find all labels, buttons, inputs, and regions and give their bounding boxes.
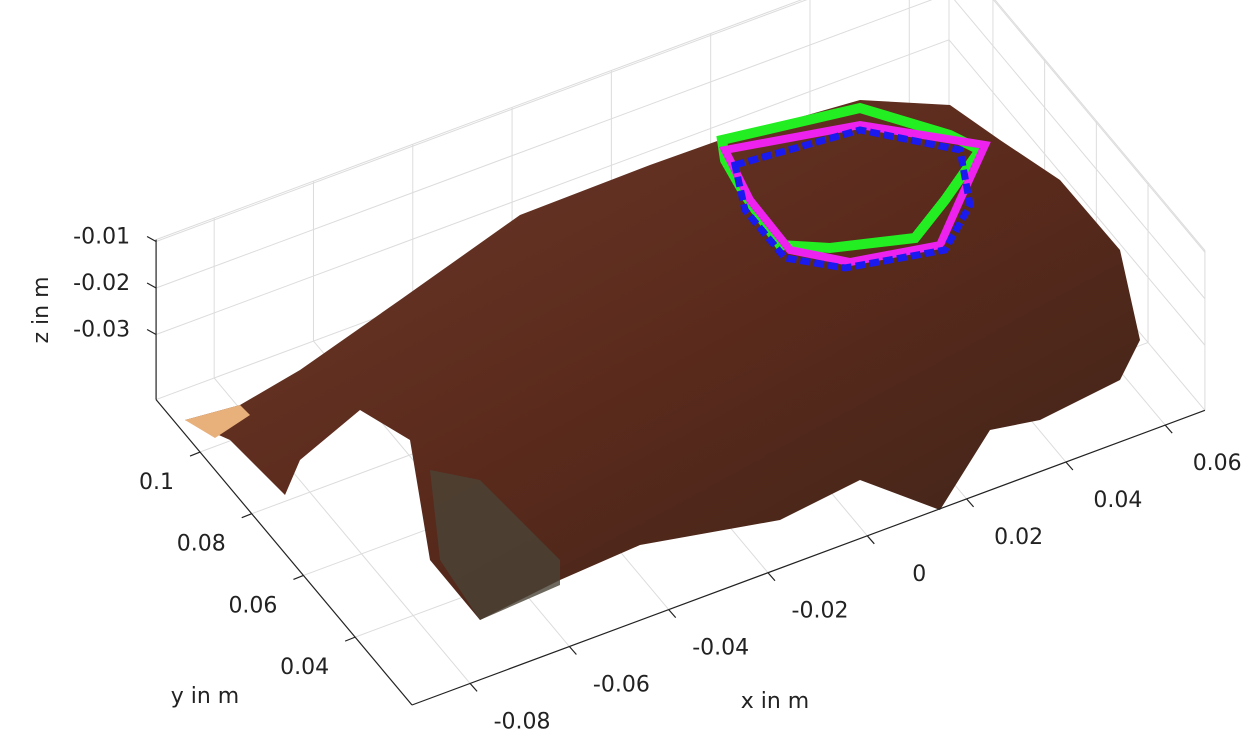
y-tick — [293, 575, 303, 579]
x-tick — [1066, 462, 1073, 470]
z-tick — [147, 236, 156, 241]
x-tick-label: 0.04 — [1093, 488, 1142, 513]
z-tick — [147, 283, 156, 288]
y-axis-label: y in m — [171, 684, 240, 709]
x-tick — [669, 610, 676, 618]
x-tick-label: -0.02 — [792, 599, 849, 624]
x-tick — [768, 573, 775, 581]
x-tick-label: -0.04 — [692, 636, 749, 661]
y-tick-label: 0.1 — [139, 470, 174, 495]
x-tick-label: 0 — [912, 562, 926, 587]
z-axis-label: z in m — [29, 276, 54, 343]
x-tick-label: -0.06 — [593, 673, 650, 698]
y-tick-label: 0.06 — [228, 593, 277, 618]
z-tick-label: -0.02 — [73, 271, 130, 296]
x-tick — [470, 683, 477, 691]
z-tick-label: -0.03 — [73, 317, 130, 342]
x-tick-label: 0.02 — [994, 525, 1043, 550]
x-tick — [867, 536, 874, 544]
chart: -0.08 -0.06 -0.04 -0.02 0 0.02 0.04 0.06 0.04 0.0… — [0, 0, 1244, 740]
x-tick — [967, 499, 974, 507]
x-tick — [1165, 425, 1172, 433]
y-tick — [345, 637, 355, 641]
y-tick — [190, 452, 200, 456]
y-tick-label: 0.04 — [280, 655, 329, 680]
x-tick-label: 0.06 — [1193, 451, 1242, 476]
z-tick-label: -0.01 — [73, 224, 130, 249]
x-tick-label: -0.08 — [494, 709, 551, 734]
z-tick — [147, 329, 156, 334]
y-tick — [242, 514, 252, 518]
y-tick-label: 0.08 — [177, 532, 226, 557]
x-axis-label: x in m — [741, 689, 810, 714]
x-tick — [569, 647, 576, 655]
